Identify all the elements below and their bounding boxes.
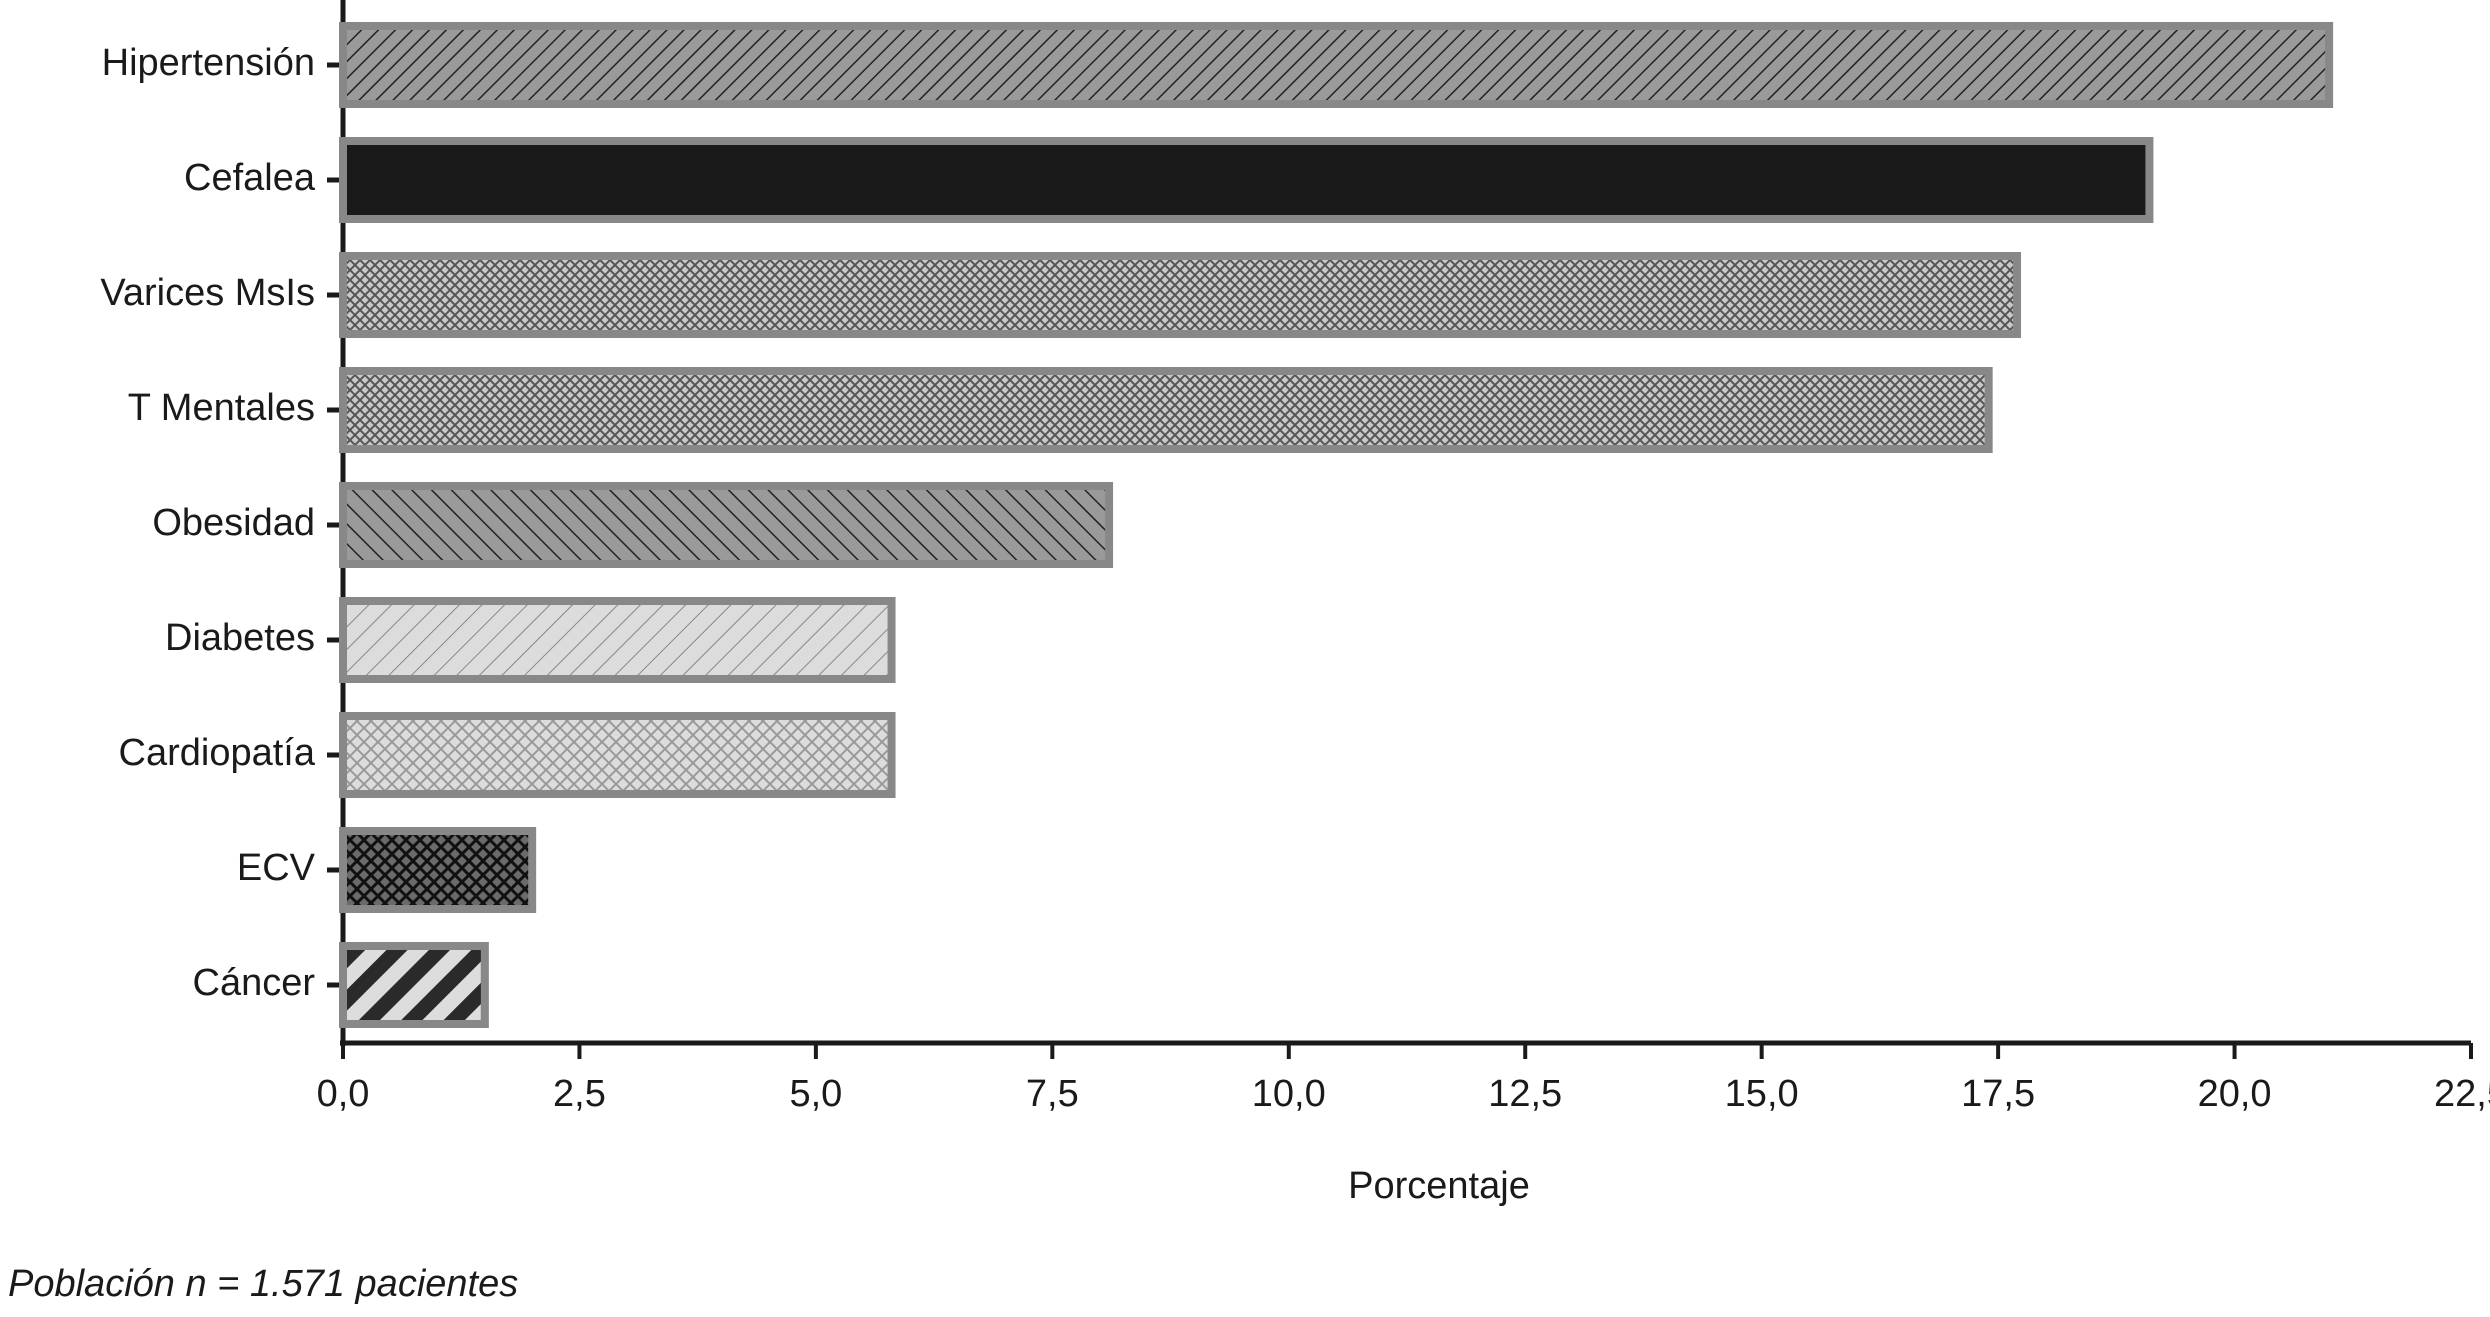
x-tick-label: 5,0 xyxy=(789,1073,842,1115)
x-tick-label: 2,5 xyxy=(553,1073,606,1115)
y-tick-label: Obesidad xyxy=(152,502,315,544)
x-tick-label: 10,0 xyxy=(1252,1073,1326,1115)
x-tick-label: 20,0 xyxy=(2198,1073,2272,1115)
y-tick-label: Cardiopatía xyxy=(119,732,316,774)
y-tick-label: Varices MsIs xyxy=(100,272,315,314)
x-tick-label: 15,0 xyxy=(1725,1073,1799,1115)
bar-hatch xyxy=(347,835,529,905)
bar-hatch xyxy=(347,720,888,790)
x-tick-label: 7,5 xyxy=(1026,1073,1079,1115)
x-axis-label: Porcentaje xyxy=(1348,1165,1530,1207)
y-tick-label: ECV xyxy=(237,847,316,889)
x-tick-label: 12,5 xyxy=(1488,1073,1562,1115)
y-tick-label: Cefalea xyxy=(184,157,316,199)
footnote: Población n = 1.571 pacientes xyxy=(8,1263,518,1305)
bar-hatch xyxy=(347,30,2326,100)
bar-hatch xyxy=(347,490,1106,560)
x-tick-label: 0,0 xyxy=(317,1073,370,1115)
bar-hatch xyxy=(347,145,2146,215)
bar-hatch xyxy=(347,260,2014,330)
x-tick-label: 22,5 xyxy=(2434,1073,2490,1115)
bar-hatch xyxy=(347,605,888,675)
bar-hatch xyxy=(347,950,481,1020)
y-tick-label: Diabetes xyxy=(165,617,315,659)
y-tick-label: T Mentales xyxy=(128,387,315,429)
bar-hatch xyxy=(347,375,1985,445)
y-tick-label: Cáncer xyxy=(193,962,316,1004)
x-tick-label: 17,5 xyxy=(1961,1073,2035,1115)
y-tick-label: Hipertensión xyxy=(102,42,315,84)
